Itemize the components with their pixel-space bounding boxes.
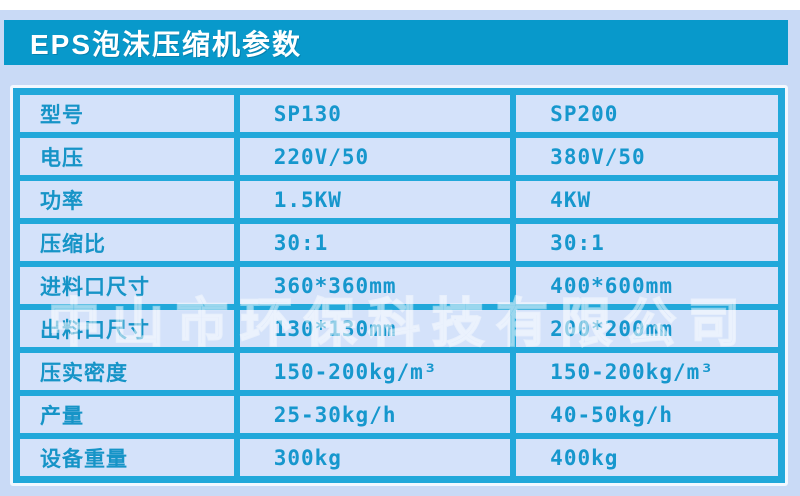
param-value-sp200: 4KW [516, 181, 778, 218]
param-label: 功率 [20, 181, 234, 218]
param-label: 产量 [20, 396, 234, 433]
param-value-sp130: 25-30kg/h [239, 396, 511, 433]
param-label: 型号 [20, 95, 234, 132]
param-value-sp200: 200*200mm [516, 310, 778, 347]
param-value-sp200: 40-50kg/h [516, 396, 778, 433]
param-value-sp200: 30:1 [516, 224, 778, 261]
param-value-sp130: 360*360mm [239, 267, 511, 304]
top-white-strip [0, 0, 800, 10]
param-label: 设备重量 [20, 439, 234, 476]
param-value-sp130: 150-200kg/m³ [239, 353, 511, 390]
param-value-sp200: 400*600mm [516, 267, 778, 304]
param-value-sp200: 400kg [516, 439, 778, 476]
param-value-sp200: SP200 [516, 95, 778, 132]
param-label: 电压 [20, 138, 234, 175]
param-value-sp130: 130*130mm [239, 310, 511, 347]
param-label: 出料口尺寸 [20, 310, 234, 347]
param-value-sp130: 30:1 [239, 224, 511, 261]
title-band: EPS泡沫压缩机参数 [4, 20, 788, 65]
param-value-sp130: SP130 [239, 95, 511, 132]
param-label: 进料口尺寸 [20, 267, 234, 304]
param-value-sp130: 300kg [239, 439, 511, 476]
param-value-sp200: 150-200kg/m³ [516, 353, 778, 390]
param-value-sp200: 380V/50 [516, 138, 778, 175]
page-title: EPS泡沫压缩机参数 [30, 28, 303, 60]
param-value-sp130: 220V/50 [239, 138, 511, 175]
param-value-sp130: 1.5KW [239, 181, 511, 218]
param-label: 压实密度 [20, 353, 234, 390]
top-gap [0, 10, 800, 20]
spec-table: 型号 SP130 SP200 电压 220V/50 380V/50 功率 1.5… [10, 85, 788, 486]
param-label: 压缩比 [20, 224, 234, 261]
